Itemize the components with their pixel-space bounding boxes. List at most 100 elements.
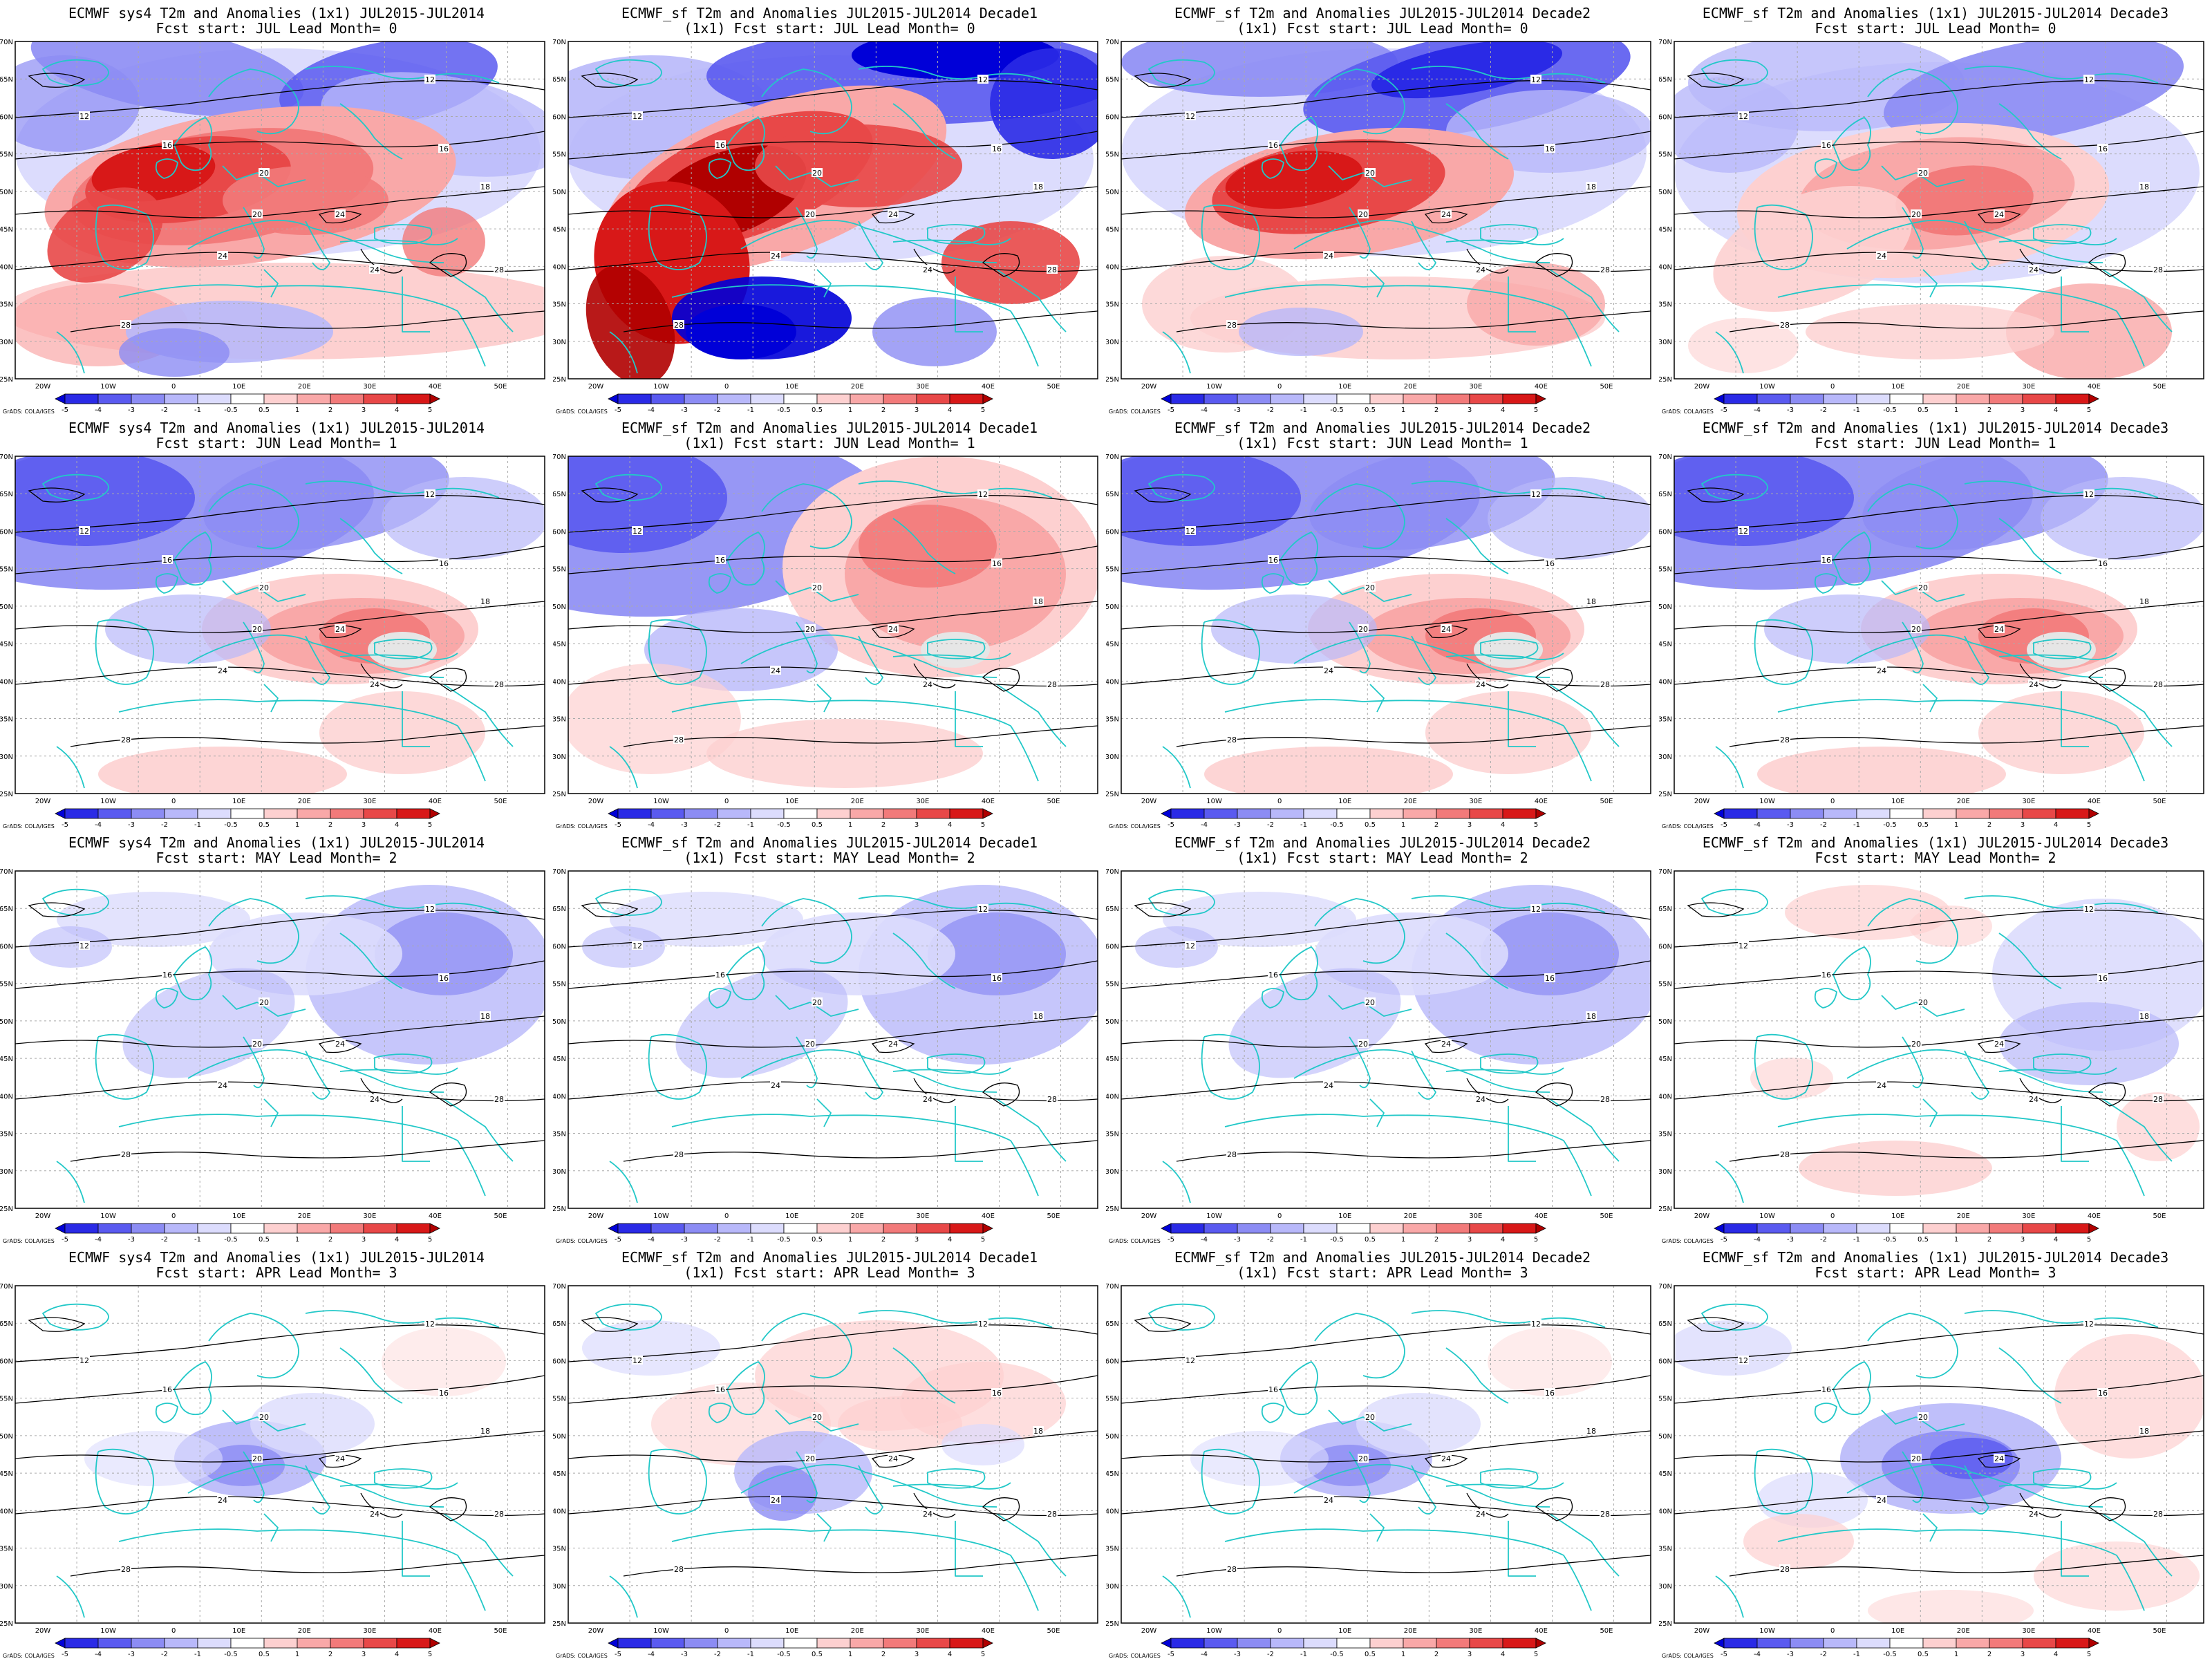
- svg-text:60N: 60N: [1106, 113, 1119, 121]
- svg-text:10W: 10W: [1759, 1212, 1775, 1220]
- svg-text:28: 28: [674, 321, 684, 330]
- panel-subtitle: (1x1) Fcst start: MAY Lead Month= 2: [1237, 850, 1528, 866]
- svg-text:10W: 10W: [100, 798, 116, 805]
- latitude-labels: 70N 65N 60N 55N 50N 45N 40N 35N 30N 25N: [0, 868, 13, 1213]
- svg-text:24: 24: [923, 1510, 932, 1519]
- panel-title: ECMWF sys4 T2m and Anomalies (1x1) JUL20…: [68, 5, 485, 21]
- svg-text:-0.5: -0.5: [1883, 406, 1897, 414]
- svg-text:20E: 20E: [1404, 383, 1417, 391]
- svg-text:20: 20: [259, 1413, 269, 1422]
- longitude-labels: 20W 10W 0 10E 20E 30E 40E 50E: [588, 798, 1060, 805]
- panel-title: ECMWF_sf T2m and Anomalies (1x1) JUL2015…: [1702, 834, 2169, 851]
- svg-text:0: 0: [1277, 798, 1282, 805]
- svg-text:16: 16: [992, 144, 1002, 153]
- svg-text:25N: 25N: [1106, 1206, 1119, 1213]
- longitude-labels: 20W 10W 0 10E 20E 30E 40E 50E: [1141, 798, 1613, 805]
- svg-text:16: 16: [1545, 144, 1555, 153]
- anomaly-map: 12162024281216182428202470N65N60N55N50N4…: [553, 39, 1098, 415]
- svg-text:-1: -1: [1300, 1236, 1307, 1244]
- svg-text:0.5: 0.5: [812, 1651, 823, 1658]
- svg-text:-5: -5: [615, 1236, 621, 1244]
- svg-text:-0.5: -0.5: [1330, 406, 1344, 414]
- svg-text:-4: -4: [1754, 406, 1761, 414]
- svg-text:5: 5: [1534, 821, 1538, 829]
- svg-text:-1: -1: [1300, 406, 1307, 414]
- svg-text:24: 24: [1994, 1040, 2004, 1049]
- svg-text:-2: -2: [1820, 1651, 1827, 1658]
- svg-text:55N: 55N: [1659, 151, 1672, 159]
- anomaly-shading: [15, 41, 545, 377]
- anomaly-map: 12162024281216182428202470N65N60N55N50N4…: [1106, 39, 1651, 415]
- svg-text:70N: 70N: [0, 453, 13, 461]
- svg-text:30N: 30N: [1106, 339, 1119, 346]
- svg-text:2: 2: [881, 821, 885, 829]
- svg-text:28: 28: [494, 680, 504, 689]
- svg-text:2: 2: [328, 1651, 332, 1658]
- svg-text:20W: 20W: [588, 1212, 604, 1220]
- svg-text:5: 5: [2087, 1651, 2091, 1658]
- latitude-labels: 70N 65N 60N 55N 50N 45N 40N 35N 30N 25N: [0, 1283, 13, 1628]
- svg-text:5: 5: [2087, 1236, 2091, 1244]
- svg-text:65N: 65N: [0, 906, 13, 913]
- longitude-labels: 20W 10W 0 10E 20E 30E 40E 50E: [588, 1212, 1060, 1220]
- svg-text:18: 18: [480, 182, 490, 191]
- anomaly-map: 12162024281216182428202470N65N60N55N50N4…: [1106, 1283, 1651, 1659]
- svg-text:16: 16: [1545, 559, 1555, 568]
- svg-text:10W: 10W: [100, 1627, 116, 1635]
- colorbar: -5 -4 -3 -2 -1 -0.5 0.5 1 2 3 4 5: [1714, 1638, 2099, 1658]
- colorbar: -5 -4 -3 -2 -1 -0.5 0.5 1 2 3 4 5: [1714, 393, 2099, 414]
- svg-text:20: 20: [1918, 1413, 1928, 1422]
- svg-text:-4: -4: [1754, 1236, 1761, 1244]
- svg-text:60N: 60N: [0, 528, 13, 536]
- svg-text:10W: 10W: [100, 383, 116, 391]
- temperature-contours: [15, 73, 545, 332]
- svg-text:40N: 40N: [1659, 1093, 1672, 1100]
- svg-text:20: 20: [812, 169, 822, 178]
- grads-credit: GrADS: COLA/IGES: [3, 1653, 55, 1659]
- svg-text:1: 1: [1401, 821, 1405, 829]
- svg-text:35N: 35N: [1659, 301, 1672, 309]
- svg-text:24: 24: [335, 1454, 345, 1463]
- svg-text:24: 24: [1324, 252, 1333, 261]
- svg-text:10E: 10E: [785, 1627, 798, 1635]
- svg-text:20: 20: [805, 1040, 815, 1049]
- svg-text:-0.5: -0.5: [777, 406, 791, 414]
- svg-text:12: 12: [978, 490, 988, 499]
- svg-text:20: 20: [259, 998, 269, 1007]
- svg-text:60N: 60N: [1659, 1358, 1672, 1365]
- svg-text:65N: 65N: [0, 1320, 13, 1328]
- svg-text:-5: -5: [615, 406, 621, 414]
- svg-text:24: 24: [2029, 680, 2038, 689]
- svg-text:30E: 30E: [1469, 1212, 1482, 1220]
- svg-text:-5: -5: [62, 1651, 68, 1658]
- svg-text:65N: 65N: [1106, 76, 1119, 84]
- svg-text:50N: 50N: [1106, 189, 1119, 196]
- svg-text:24: 24: [1441, 1040, 1451, 1049]
- svg-text:24: 24: [1441, 210, 1451, 219]
- anomaly-map: 12162024281216182428202470N65N60N55N50N4…: [553, 1283, 1098, 1659]
- svg-text:20E: 20E: [851, 798, 864, 805]
- map-panel: ECMWF_sf T2m and Anomalies JUL2015-JUL20…: [1106, 1244, 1659, 1659]
- svg-text:-3: -3: [1234, 1651, 1241, 1658]
- coastlines: [595, 59, 1067, 374]
- svg-text:24: 24: [771, 1081, 780, 1090]
- svg-text:20: 20: [1365, 1413, 1375, 1422]
- svg-text:-1: -1: [194, 1651, 201, 1658]
- gridlines: [15, 41, 545, 379]
- svg-text:20: 20: [1365, 169, 1375, 178]
- svg-text:30E: 30E: [363, 1212, 376, 1220]
- svg-text:-5: -5: [1721, 821, 1727, 829]
- svg-text:20: 20: [252, 210, 262, 219]
- svg-text:2: 2: [1987, 821, 1991, 829]
- svg-text:50N: 50N: [553, 603, 566, 611]
- svg-text:60N: 60N: [1659, 943, 1672, 950]
- svg-text:-5: -5: [62, 1236, 68, 1244]
- svg-text:10W: 10W: [1759, 798, 1775, 805]
- svg-text:-1: -1: [747, 1651, 754, 1658]
- svg-text:5: 5: [981, 1236, 985, 1244]
- anomaly-shading: [1121, 41, 1651, 359]
- svg-text:50N: 50N: [553, 1433, 566, 1441]
- svg-text:25N: 25N: [0, 1620, 13, 1628]
- svg-text:10E: 10E: [1891, 1627, 1904, 1635]
- svg-text:70N: 70N: [1106, 453, 1119, 461]
